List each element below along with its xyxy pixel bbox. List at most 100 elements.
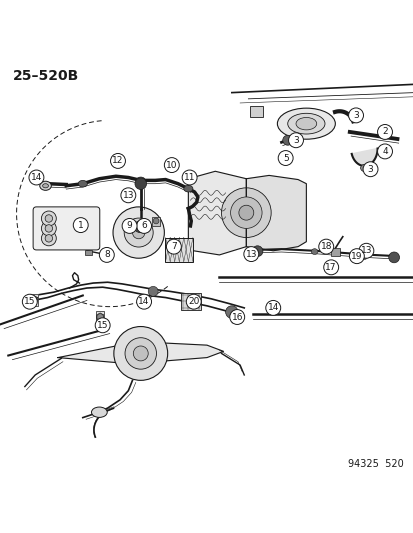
Circle shape <box>182 170 197 185</box>
Circle shape <box>31 296 37 303</box>
Ellipse shape <box>183 185 192 192</box>
Circle shape <box>125 338 156 369</box>
Text: 3: 3 <box>292 136 298 145</box>
Circle shape <box>114 327 167 381</box>
Circle shape <box>225 306 237 318</box>
Circle shape <box>136 294 151 309</box>
Circle shape <box>348 108 363 123</box>
Ellipse shape <box>91 407 107 417</box>
Text: 15: 15 <box>97 321 108 330</box>
Ellipse shape <box>360 164 369 172</box>
Text: 17: 17 <box>325 263 336 272</box>
Circle shape <box>323 260 338 275</box>
Circle shape <box>95 318 110 333</box>
Circle shape <box>186 294 201 309</box>
Circle shape <box>122 219 137 233</box>
Bar <box>152 217 159 226</box>
Bar <box>181 293 201 310</box>
Circle shape <box>99 247 114 262</box>
Text: 7: 7 <box>171 242 176 251</box>
Polygon shape <box>351 149 377 166</box>
Circle shape <box>362 161 377 176</box>
Text: 3: 3 <box>367 165 373 174</box>
Circle shape <box>41 221 56 236</box>
Circle shape <box>153 218 159 224</box>
Bar <box>164 238 192 262</box>
Text: 19: 19 <box>350 252 362 261</box>
Text: 4: 4 <box>381 147 387 156</box>
Text: 9: 9 <box>126 221 132 230</box>
Circle shape <box>148 286 158 296</box>
Text: 10: 10 <box>166 160 177 169</box>
Circle shape <box>110 154 125 168</box>
Circle shape <box>265 301 280 316</box>
Text: 13: 13 <box>245 249 256 259</box>
Circle shape <box>238 205 253 220</box>
Ellipse shape <box>311 249 317 254</box>
Text: 13: 13 <box>122 191 134 200</box>
Bar <box>30 294 38 306</box>
Bar <box>250 106 262 117</box>
Circle shape <box>221 188 271 238</box>
Bar <box>85 250 92 255</box>
Ellipse shape <box>295 117 316 130</box>
FancyBboxPatch shape <box>33 207 100 250</box>
Text: 2: 2 <box>381 127 387 136</box>
Text: 11: 11 <box>183 173 195 182</box>
Circle shape <box>22 294 37 309</box>
Circle shape <box>45 215 52 222</box>
Circle shape <box>282 135 292 145</box>
Ellipse shape <box>287 114 324 134</box>
Text: 3: 3 <box>352 111 358 120</box>
Text: 14: 14 <box>138 297 150 306</box>
Ellipse shape <box>360 254 367 260</box>
Text: 18: 18 <box>320 242 331 251</box>
Text: 14: 14 <box>31 173 42 182</box>
Circle shape <box>212 179 280 247</box>
Circle shape <box>133 346 148 361</box>
Circle shape <box>97 314 103 320</box>
Polygon shape <box>188 171 246 255</box>
Circle shape <box>132 227 145 239</box>
Circle shape <box>73 217 88 232</box>
Bar <box>330 248 339 256</box>
Text: 5: 5 <box>282 154 288 163</box>
Circle shape <box>45 235 52 242</box>
Circle shape <box>135 178 146 190</box>
Circle shape <box>278 151 292 165</box>
Circle shape <box>45 225 52 232</box>
Ellipse shape <box>40 181 51 190</box>
Bar <box>96 311 104 324</box>
Circle shape <box>29 170 44 185</box>
Text: 94325  520: 94325 520 <box>347 458 403 469</box>
Polygon shape <box>58 343 223 362</box>
Circle shape <box>288 133 303 148</box>
Circle shape <box>164 158 179 173</box>
Ellipse shape <box>136 177 145 184</box>
Polygon shape <box>246 175 306 251</box>
Circle shape <box>377 125 392 140</box>
Text: 15: 15 <box>24 297 36 306</box>
Ellipse shape <box>78 180 87 187</box>
Circle shape <box>377 144 392 159</box>
Ellipse shape <box>43 184 48 188</box>
Text: 20: 20 <box>188 297 199 306</box>
Ellipse shape <box>277 108 335 139</box>
Circle shape <box>41 211 56 226</box>
Circle shape <box>243 247 258 262</box>
Circle shape <box>252 246 262 256</box>
Circle shape <box>229 310 244 325</box>
Circle shape <box>41 231 56 246</box>
Text: 16: 16 <box>231 312 242 321</box>
Circle shape <box>230 197 261 229</box>
Circle shape <box>136 219 151 233</box>
Text: 6: 6 <box>141 221 147 230</box>
Text: 13: 13 <box>360 246 371 255</box>
Circle shape <box>134 221 145 232</box>
Circle shape <box>318 239 333 254</box>
Circle shape <box>113 207 164 258</box>
Text: 25–520B: 25–520B <box>12 69 78 83</box>
Text: 14: 14 <box>267 303 278 312</box>
Circle shape <box>388 252 399 263</box>
Circle shape <box>121 188 135 203</box>
